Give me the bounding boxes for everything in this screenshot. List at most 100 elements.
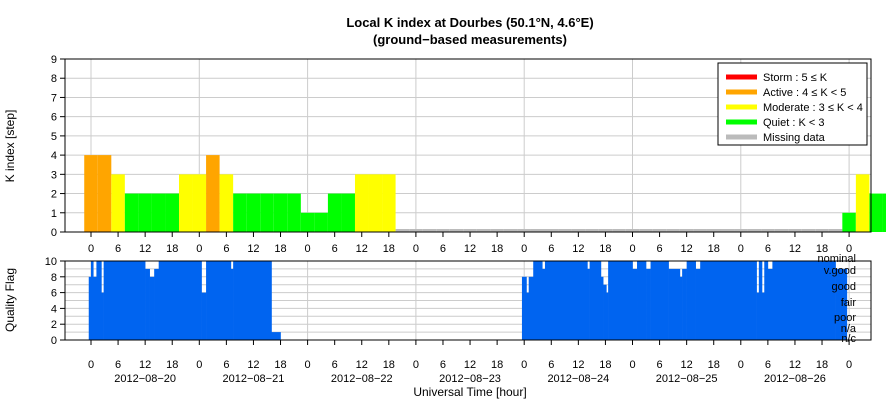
q-y-tick-label: 6: [51, 288, 57, 300]
q-y-tick-label: 2: [51, 319, 57, 331]
k-x-tick-label: 18: [816, 243, 828, 255]
q-x-tick-label: 0: [196, 359, 202, 371]
quality-frame: [64, 260, 872, 341]
quality-bar: [587, 268, 590, 340]
q-x-tick-label: 18: [166, 359, 178, 371]
quality-bar: [91, 261, 94, 340]
q-y-tick-label: 10: [45, 256, 57, 268]
quality-level-label: n/a: [841, 323, 857, 335]
quality-x-tick-labels: 0 6 12 18 0 6 12 18 0 6 12 18 0 6 12 18 0 6 12 18 0 6 12 18 0 6 12…: [88, 340, 852, 371]
quality-bar: [650, 261, 669, 340]
k-y-tick-label: 9: [51, 54, 57, 66]
quality-bar: [686, 261, 696, 340]
quality-bar: [668, 268, 681, 340]
q-x-tick-label: 0: [846, 359, 852, 371]
q-x-tick-label: 6: [657, 359, 663, 371]
k-x-tick-label: 12: [464, 243, 476, 255]
k-x-tick-label: 0: [738, 243, 744, 255]
k-x-tick-label: 6: [548, 243, 554, 255]
legend-label-storm: Storm : 5 ≤ K: [763, 72, 828, 84]
k-bar-missing: [774, 229, 789, 232]
k-x-tick-label: 0: [196, 243, 202, 255]
quality-bar: [96, 261, 102, 340]
quality-bar: [606, 292, 609, 340]
k-bar-missing: [598, 229, 613, 232]
k-bar: [287, 193, 301, 232]
quality-bar: [149, 276, 155, 340]
legend-label-quiet: Quiet : K < 3: [763, 117, 824, 129]
k-bar: [219, 174, 234, 232]
k-bar: [842, 212, 856, 232]
k-x-tick-label: 12: [681, 243, 693, 255]
quality-bar: [767, 268, 773, 340]
quality-bar: [521, 276, 527, 340]
k-bar: [246, 193, 261, 232]
k-bar-missing: [706, 229, 721, 232]
quality-bar: [646, 268, 651, 340]
quality-bar: [233, 261, 272, 340]
k-y-tick-label: 1: [51, 208, 57, 220]
quality-level-label: n/c: [841, 333, 856, 345]
k-index-frame: [64, 58, 872, 233]
k-bar: [124, 193, 139, 232]
k-bar: [855, 174, 870, 232]
quality-level-label: good: [832, 281, 856, 293]
k-x-tick-label: 18: [708, 243, 720, 255]
date-labels: 2012−08−20 2012−08−21 2012−08−22 2012−08−23…: [114, 373, 826, 385]
k-bar: [869, 193, 883, 232]
k-x-tick-label: 6: [223, 243, 229, 255]
quality-bar: [158, 261, 202, 340]
k-bar-missing: [503, 229, 518, 232]
quality-bar: [88, 276, 92, 340]
quality-bar: [101, 292, 104, 340]
k-x-tick-label: 6: [332, 243, 338, 255]
k-bar-missing: [476, 229, 491, 232]
k-x-tick-label: 0: [629, 243, 635, 255]
k-bar-missing: [436, 229, 450, 232]
k-bar-missing: [720, 229, 735, 232]
quality-bar: [93, 276, 97, 340]
date-label: 2012−08−25: [656, 373, 718, 385]
k-bar-missing: [558, 229, 572, 232]
k-bar: [300, 212, 315, 232]
k-bar: [165, 193, 179, 232]
k-bar-missing: [761, 229, 775, 232]
k-x-tick-label: 6: [440, 243, 446, 255]
quality-bar: [230, 268, 234, 340]
k-index-x-tick-labels: 0 6 12 18 0 6 12 18 0 6 12 18 0 6 12 18 0 6 12 18 0 6 12 18 0 6 12…: [88, 232, 852, 255]
k-x-tick-label: 18: [274, 243, 286, 255]
k-x-tick-label: 12: [572, 243, 584, 255]
k-bar-missing: [463, 229, 477, 232]
k-index-y-axis-label: K index [step]: [3, 110, 17, 183]
q-x-tick-label: 0: [521, 359, 527, 371]
q-x-tick-label: 6: [332, 359, 338, 371]
date-label: 2012−08−23: [439, 373, 501, 385]
k-bar: [97, 155, 112, 232]
quality-bar: [682, 268, 687, 340]
k-x-tick-label: 0: [88, 243, 94, 255]
k-x-tick-label: 12: [247, 243, 259, 255]
quality-bar: [758, 261, 763, 340]
quality-bar: [533, 261, 543, 340]
q-x-tick-label: 18: [383, 359, 395, 371]
quality-level-label: nominal: [817, 253, 856, 265]
quality-bar: [603, 284, 607, 340]
k-bar: [341, 193, 355, 232]
quality-bar: [772, 261, 836, 340]
k-x-tick-label: 0: [846, 243, 852, 255]
k-bar-missing: [815, 229, 829, 232]
k-bar-missing: [395, 229, 410, 232]
q-x-tick-label: 12: [789, 359, 801, 371]
k-bar-missing: [747, 229, 762, 232]
k-bar-missing: [639, 229, 653, 232]
k-y-tick-label: 8: [51, 73, 57, 85]
quality-bar: [637, 261, 647, 340]
k-x-tick-label: 12: [139, 243, 151, 255]
q-x-tick-label: 6: [115, 359, 121, 371]
k-bar-missing: [409, 229, 423, 232]
legend: Storm : 5 ≤ K Active : 4 ≤ K < 5 Moderate …: [717, 62, 868, 146]
k-y-tick-label: 4: [51, 150, 57, 162]
q-x-tick-label: 6: [440, 359, 446, 371]
chart-subtitle: (ground−based measurements): [373, 32, 567, 47]
